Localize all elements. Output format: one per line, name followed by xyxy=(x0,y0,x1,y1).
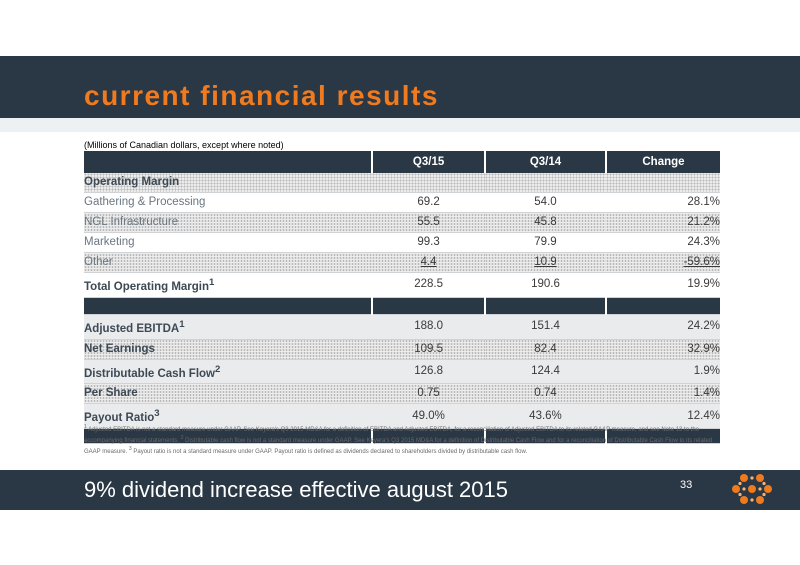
table-row: Marketing 99.3 79.9 24.3% xyxy=(84,232,720,253)
table-row: Per Share 0.75 0.74 1.4% xyxy=(84,383,720,405)
financial-results-table: Q3/15 Q3/14 Change Operating Margin Gath… xyxy=(84,151,720,445)
table-row: NGL Infrastructure 55.5 45.8 21.2% xyxy=(84,212,720,233)
row-label: Total Operating Margin1 xyxy=(84,272,373,298)
title-band xyxy=(0,56,800,118)
q315-value: 228.5 xyxy=(372,272,486,298)
q314-value: 79.9 xyxy=(485,232,606,253)
row-label: Gathering & Processing xyxy=(84,192,373,213)
table-row: Other 4.4 10.9 -59.6% xyxy=(84,252,720,273)
table-row: Distributable Cash Flow2 126.8 124.4 1.9… xyxy=(84,359,720,385)
q315-value: 99.3 xyxy=(372,232,486,253)
q315-value: 49.0% xyxy=(372,403,486,430)
row-label: Net Earnings xyxy=(84,339,373,360)
header-q314: Q3/14 xyxy=(485,151,607,173)
row-label: Marketing xyxy=(84,232,373,253)
change-value: -59.6% xyxy=(605,252,720,273)
footnote-marker: 1 xyxy=(209,277,215,288)
header-q315: Q3/15 xyxy=(372,151,487,173)
q314-value: 45.8 xyxy=(485,212,606,233)
change-value: 28.1% xyxy=(605,192,720,213)
footer-tagline: 9% dividend increase effective august 20… xyxy=(84,477,508,502)
q314-value xyxy=(485,173,606,193)
header-change: Change xyxy=(605,151,720,173)
keyera-dot-logo-icon xyxy=(732,474,772,504)
unit-note: (Millions of Canadian dollars, except wh… xyxy=(84,140,284,150)
row-label: Payout Ratio3 xyxy=(84,403,373,430)
table-row: Payout Ratio3 49.0% 43.6% 12.4% xyxy=(84,403,720,430)
q315-value: 69.2 xyxy=(372,192,486,213)
table-row: Net Earnings 109.5 82.4 32.9% xyxy=(84,339,720,360)
footer-band xyxy=(0,470,800,510)
page-number: 33 xyxy=(680,479,693,491)
footnote-marker: 2 xyxy=(180,435,184,441)
change-value: 1.9% xyxy=(605,359,720,385)
footnote-3: Payout ratio is not a standard measure u… xyxy=(131,449,528,455)
table-row: Total Operating Margin1 228.5 190.6 19.9… xyxy=(84,272,720,298)
row-label: NGL Infrastructure xyxy=(84,212,373,233)
row-label-text: Total Operating Margin xyxy=(84,280,210,293)
q314-value: 54.0 xyxy=(485,192,606,213)
q314-value: 151.4 xyxy=(485,314,606,340)
footnote-marker: 3 xyxy=(128,446,132,452)
change-value: 12.4% xyxy=(605,403,720,430)
spacer-cell xyxy=(605,297,720,315)
q314-value: 82.4 xyxy=(485,339,606,360)
change-value xyxy=(605,173,720,193)
spacer-cell xyxy=(84,297,374,315)
spacer-cell xyxy=(372,297,487,315)
footnote-marker: 1 xyxy=(179,318,185,330)
footnote-1: Adjusted EBITDA is not a standard measur… xyxy=(84,427,700,444)
spacer-cell xyxy=(605,428,720,445)
row-label: Distributable Cash Flow2 xyxy=(84,359,373,385)
table-row: Operating Margin xyxy=(84,173,720,193)
q314-value: 10.9 xyxy=(485,252,606,273)
q315-value: 109.5 xyxy=(372,339,486,360)
spacer-cell xyxy=(372,428,487,445)
change-value: 24.3% xyxy=(605,232,720,253)
page-title: current financial results xyxy=(84,80,439,111)
footnote-text: 1 Adjusted EBITDA is not a standard meas… xyxy=(84,423,720,456)
q314-value: 190.6 xyxy=(485,272,606,298)
q315-value: 188.0 xyxy=(372,314,486,340)
sub-band xyxy=(0,118,800,132)
footnote-marker: 2 xyxy=(215,363,221,375)
q315-value: 4.4 xyxy=(372,252,486,273)
row-label-text: Adjusted EBITDA xyxy=(84,322,180,335)
q315-value xyxy=(372,173,486,193)
footnote-marker: 1 xyxy=(84,424,87,430)
row-label-text: Distributable Cash Flow xyxy=(84,367,215,380)
q315-value: 126.8 xyxy=(372,359,486,385)
change-value: 21.2% xyxy=(605,212,720,233)
change-value: 19.9% xyxy=(605,272,720,298)
spacer-cell xyxy=(485,428,607,445)
footnote-marker: 3 xyxy=(154,408,160,420)
row-label: Other xyxy=(84,252,373,273)
table-header-row: Q3/15 Q3/14 Change xyxy=(84,151,720,173)
change-value: 1.4% xyxy=(605,383,720,405)
row-label: Adjusted EBITDA1 xyxy=(84,314,373,340)
row-label: Operating Margin xyxy=(84,173,373,193)
change-value: 24.2% xyxy=(605,314,720,340)
q315-value: 0.75 xyxy=(372,383,486,405)
table-row: Gathering & Processing 69.2 54.0 28.1% xyxy=(84,192,720,213)
row-label-text: Payout Ratio xyxy=(84,412,155,425)
spacer-cell xyxy=(84,428,374,445)
spacer-cell xyxy=(485,297,607,315)
q314-value: 124.4 xyxy=(485,359,606,385)
q314-value: 43.6% xyxy=(485,403,606,430)
footnote-2: Distributable cash flow is not a standar… xyxy=(84,438,713,455)
table-row: Adjusted EBITDA1 188.0 151.4 24.2% xyxy=(84,314,720,340)
change-value: 32.9% xyxy=(605,339,720,360)
table-end-row xyxy=(84,428,720,445)
header-label xyxy=(84,151,374,173)
q314-value: 0.74 xyxy=(485,383,606,405)
table-spacer-row xyxy=(84,297,720,315)
q315-value: 55.5 xyxy=(372,212,486,233)
row-label: Per Share xyxy=(84,383,373,405)
